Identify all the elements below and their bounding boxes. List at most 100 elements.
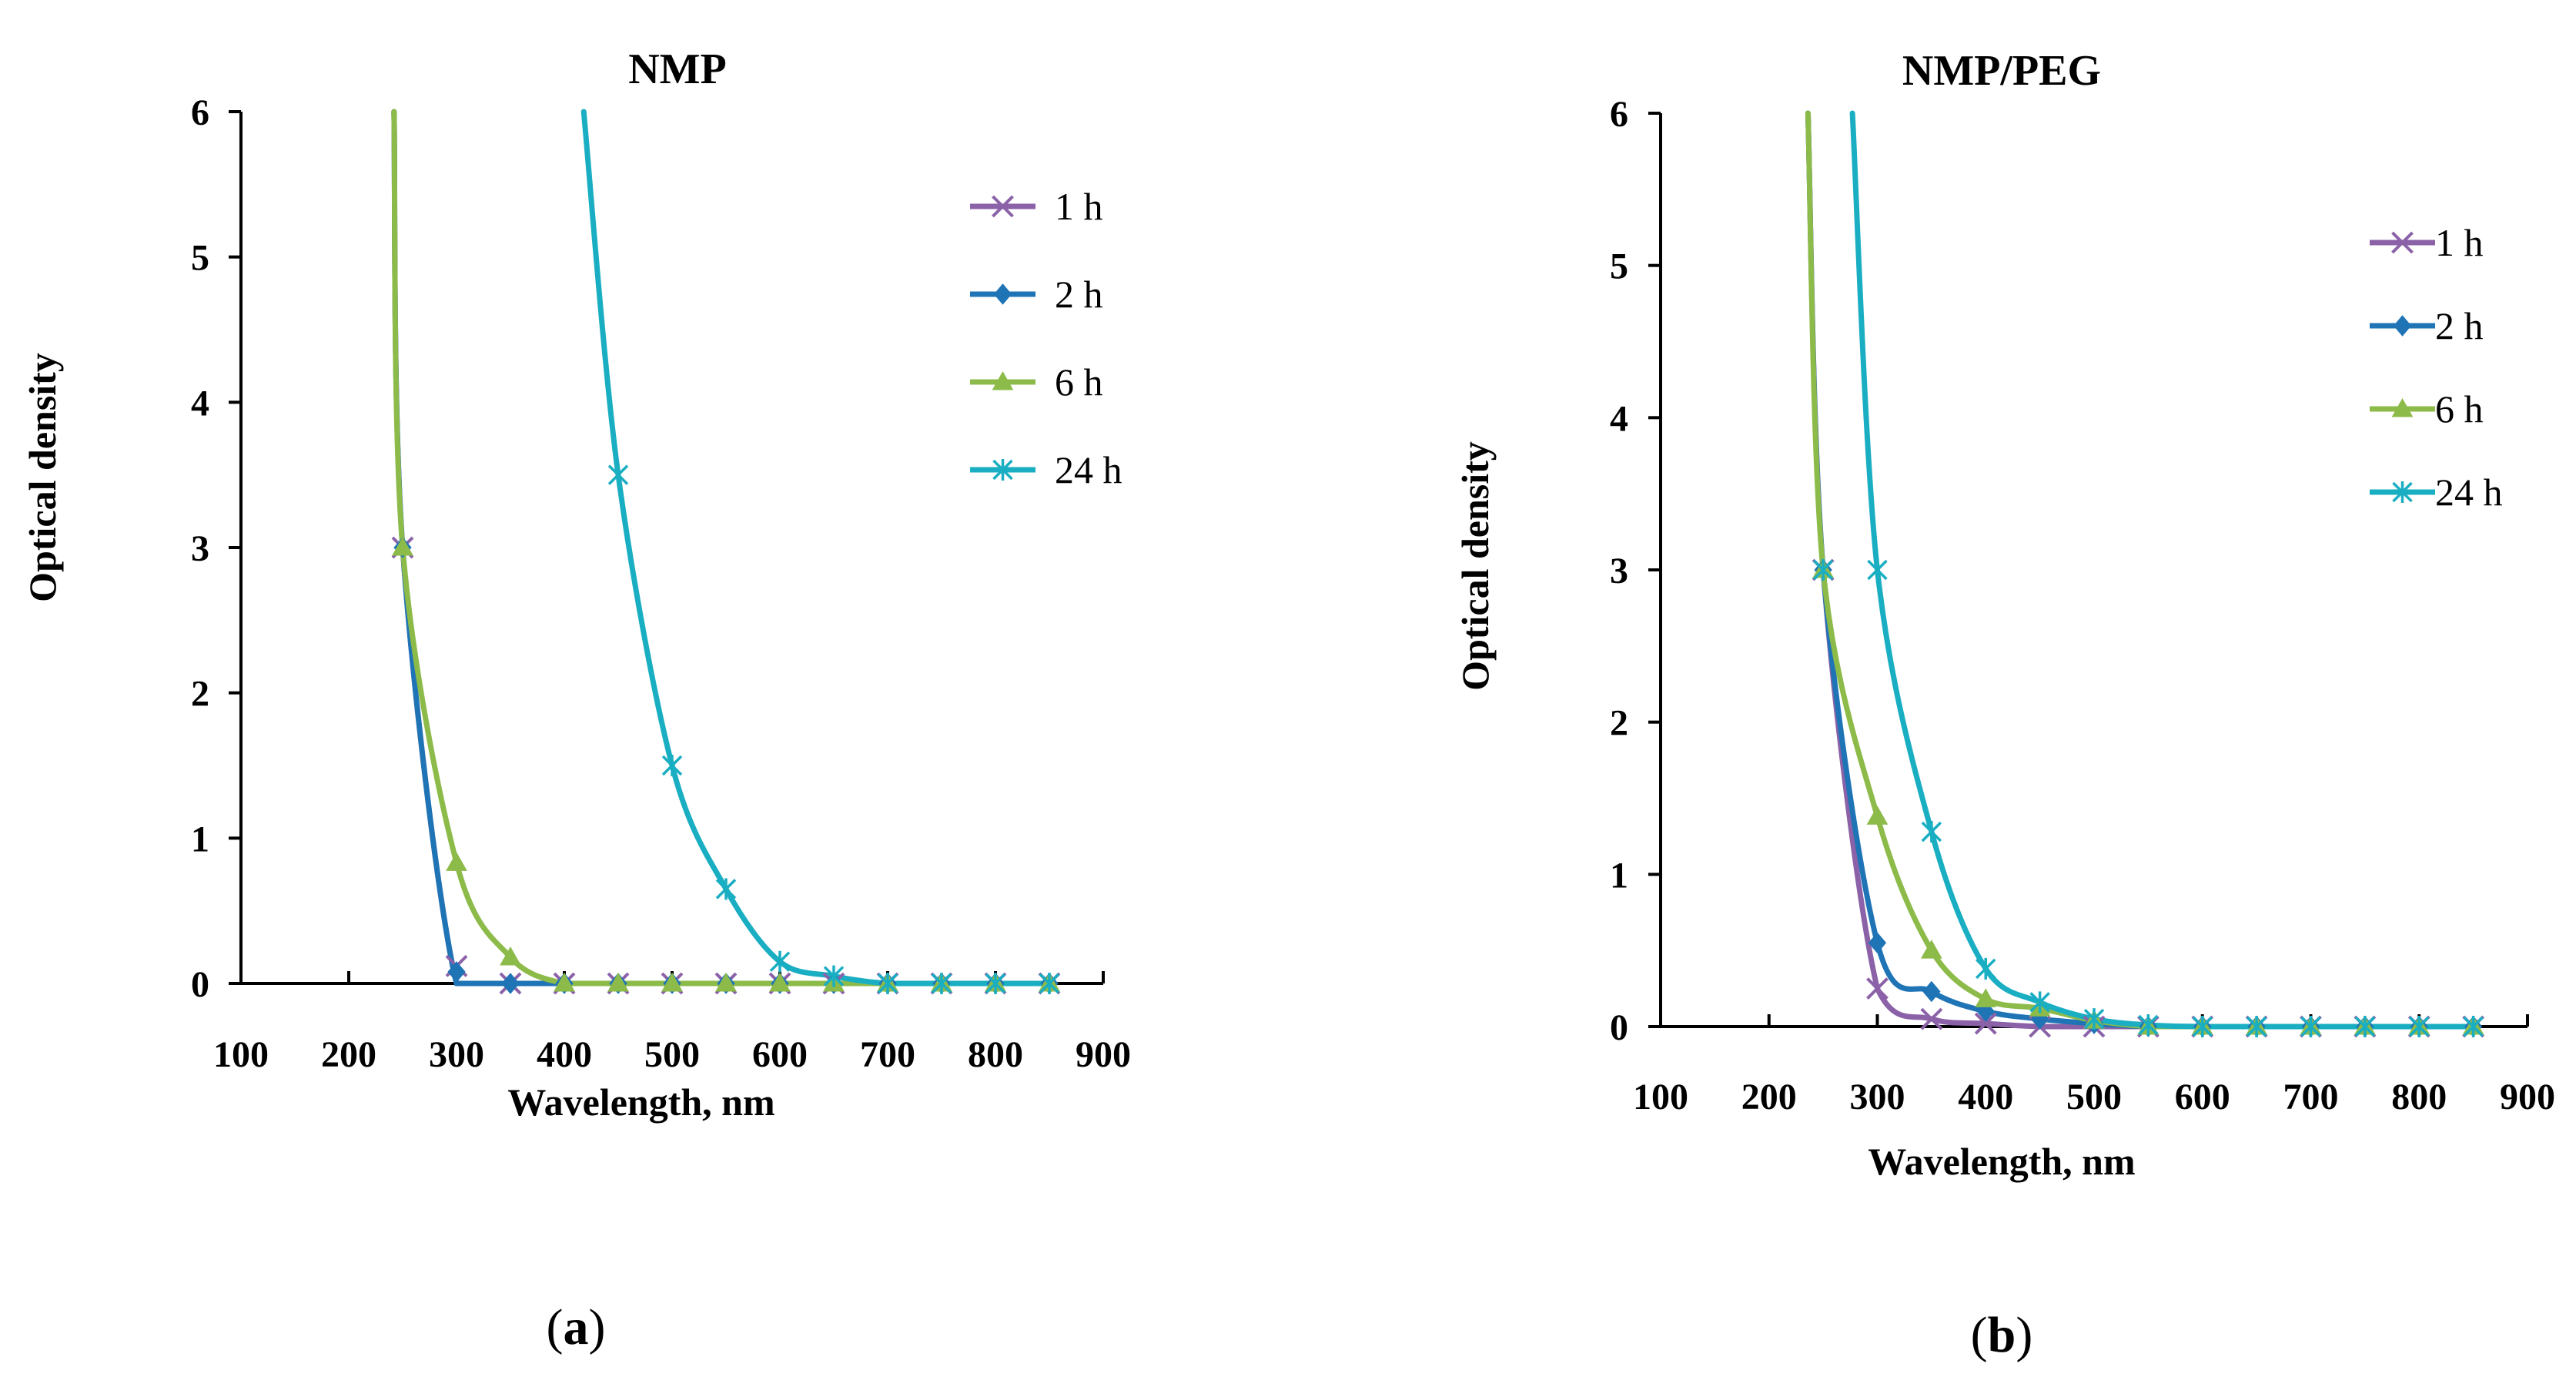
point-24-h	[1975, 957, 1996, 980]
legend-marker-2-h	[993, 283, 1012, 305]
x-tick-label: 500	[644, 1034, 700, 1075]
point-2-h	[1976, 1000, 1995, 1023]
series-line-2-h	[1805, 110, 2477, 1030]
point-24-h	[823, 965, 845, 987]
point-24-h	[2138, 1014, 2159, 1037]
point-2-h	[501, 973, 520, 994]
series-line-24-h	[1849, 110, 2477, 1030]
point-6-h	[446, 852, 467, 871]
legend-marker-6-h	[992, 370, 1014, 390]
x-tick-label: 900	[2500, 1077, 2555, 1117]
series-line-6-h	[391, 109, 1052, 987]
point-24-h	[2246, 1016, 2267, 1037]
point-24-h	[2083, 1008, 2105, 1030]
legend-marker-2-h	[2393, 315, 2412, 337]
point-6-h	[715, 972, 737, 992]
point-24-h	[769, 950, 791, 973]
y-tick-label: 6	[191, 92, 209, 133]
legend-marker-1-h	[992, 195, 1014, 218]
y-tick-label: 3	[191, 528, 209, 569]
x-axis-label: Wavelength, nm	[1868, 1140, 2135, 1183]
legend-label-1-h: 1 h	[1055, 185, 1103, 228]
y-tick-label: 5	[191, 238, 209, 279]
x-tick-label: 100	[213, 1034, 269, 1075]
x-tick-label: 100	[1633, 1077, 1688, 1117]
legend-label-2-h: 2 h	[1055, 273, 1103, 316]
point-6-h	[392, 536, 413, 556]
point-2-h	[1868, 932, 1887, 954]
y-tick-label: 2	[1610, 703, 1628, 744]
point-6-h	[1975, 988, 1997, 1007]
y-tick-label: 4	[191, 383, 209, 424]
point-24-h	[2029, 991, 2050, 1013]
chart-title: NMP	[628, 45, 727, 93]
x-tick-label: 900	[1076, 1034, 1131, 1075]
y-tick-label: 1	[191, 819, 209, 859]
x-tick-label: 500	[2066, 1077, 2122, 1117]
legend-label-6-h: 6 h	[1055, 360, 1103, 404]
series-line-1-h	[1805, 110, 2477, 1030]
point-24-h	[2354, 1016, 2376, 1037]
series-line-6-h	[1805, 110, 2477, 1030]
point-24-h	[1812, 559, 1834, 581]
point-6-h	[661, 972, 683, 992]
point-24-h	[1921, 820, 1942, 843]
x-tick-label: 600	[752, 1034, 808, 1075]
caption-b: (b)	[1971, 1307, 2033, 1363]
series-line-24-h	[580, 109, 1052, 987]
y-tick-label: 2	[191, 674, 209, 715]
point-24-h	[2409, 1016, 2430, 1037]
series-line-1-h	[391, 109, 1052, 987]
point-6-h	[554, 972, 575, 992]
point-24-h	[985, 973, 1006, 994]
series-line-2-h	[391, 109, 1052, 987]
x-tick-label: 800	[968, 1034, 1023, 1075]
point-24-h	[607, 464, 629, 486]
point-2-h	[1922, 980, 1941, 1003]
point-24-h	[1867, 559, 1888, 581]
y-tick-label: 0	[1610, 1007, 1628, 1048]
point-24-h	[2463, 1016, 2484, 1037]
point-6-h	[607, 972, 629, 992]
x-tick-label: 800	[2391, 1077, 2447, 1117]
legend-label-24-h: 24 h	[2435, 471, 2503, 514]
point-6-h	[1866, 806, 1889, 825]
y-tick-label: 3	[1610, 551, 1628, 591]
x-tick-label: 300	[1850, 1077, 1905, 1117]
y-tick-label: 4	[1610, 398, 1628, 439]
y-tick-label: 5	[1610, 246, 1628, 287]
point-24-h	[1039, 973, 1060, 994]
point-1-h	[1974, 1012, 1997, 1035]
point-2-h	[447, 961, 466, 983]
point-24-h	[661, 755, 683, 776]
x-axis-label: Wavelength, nm	[507, 1080, 774, 1124]
point-24-h	[2300, 1016, 2321, 1037]
y-axis-label: Optical density	[1454, 441, 1497, 691]
point-24-h	[877, 973, 898, 994]
legend-marker-24-h	[2392, 481, 2413, 503]
x-tick-label: 700	[2283, 1077, 2339, 1117]
chart-b: NMP/PEG Wavelength, nm Optical density 100 2…	[1454, 47, 2555, 1183]
y-tick-label: 1	[1610, 855, 1628, 896]
point-6-h	[769, 972, 791, 992]
x-tick-label: 400	[1958, 1077, 2013, 1117]
x-tick-label: 600	[2175, 1077, 2230, 1117]
point-1-h	[1866, 977, 1889, 1000]
y-tick-label: 6	[1610, 94, 1628, 135]
point-6-h	[1921, 940, 1942, 959]
legend-label-24-h: 24 h	[1055, 448, 1122, 491]
legend-label-1-h: 1 h	[2435, 221, 2484, 264]
caption-a: (a)	[547, 1299, 606, 1355]
x-tick-label: 200	[321, 1034, 376, 1075]
legend-marker-24-h	[992, 459, 1013, 481]
x-tick-label: 200	[1741, 1077, 1797, 1117]
y-axis-label: Optical density	[21, 353, 64, 602]
chart-title: NMP/PEG	[1902, 47, 2101, 95]
legend-marker-6-h	[2391, 397, 2414, 417]
point-24-h	[931, 973, 952, 994]
x-tick-label: 700	[860, 1034, 915, 1075]
legend-label-2-h: 2 h	[2435, 304, 2484, 347]
point-24-h	[2192, 1016, 2213, 1037]
